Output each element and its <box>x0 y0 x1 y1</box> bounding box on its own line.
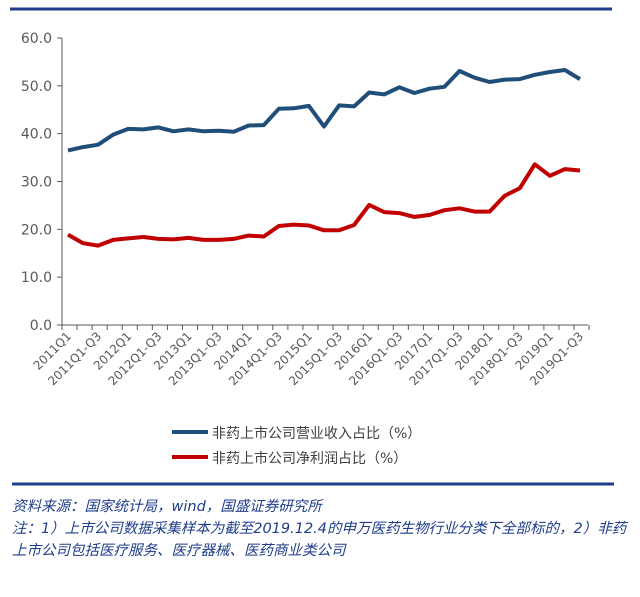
y-tick-label: 0.0 <box>30 318 52 334</box>
y-tick-label: 10.0 <box>21 270 52 286</box>
source-note: 资料来源：国家统计局，wind，国盛证券研究所 <box>12 499 322 515</box>
y-tick-label: 40.0 <box>21 127 52 143</box>
y-tick-label: 60.0 <box>21 31 52 47</box>
legend-label: 非药上市公司营业收入占比（%） <box>212 425 421 442</box>
chart-footer: 资料来源：国家统计局，wind，国盛证券研究所 注：1）上市公司数据采集样本为截… <box>12 496 627 562</box>
footnote: 注：1）上市公司数据采集样本为截至2019.12.4的申万医药生物行业分类下全部… <box>12 521 627 559</box>
series-line-2 <box>67 162 581 248</box>
series-line-1 <box>67 68 582 153</box>
legend-label: 非药上市公司净利润占比（%） <box>212 450 407 467</box>
y-tick-label: 30.0 <box>21 175 52 191</box>
line-chart: 0.010.020.030.040.050.060.02011Q12011Q1-… <box>10 7 614 486</box>
y-tick-label: 50.0 <box>21 79 52 95</box>
y-tick-label: 20.0 <box>21 222 52 238</box>
